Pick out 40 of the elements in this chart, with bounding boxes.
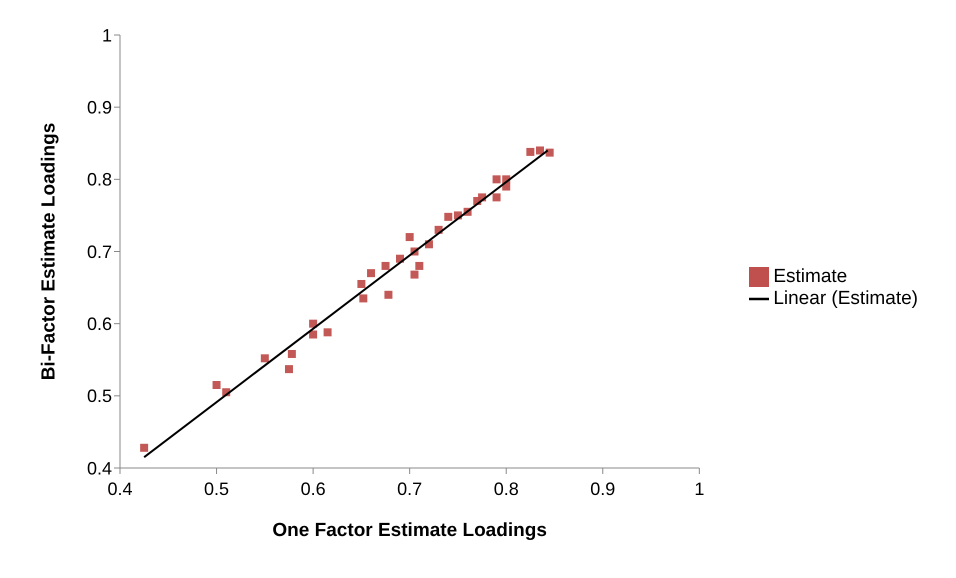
point [309,320,318,328]
x-axis-title: One Factor Estimate Loadings [272,520,547,541]
y-tick-label: 0.9 [86,98,112,118]
point [284,365,293,374]
point [288,350,296,358]
point [406,233,414,242]
point [309,330,318,338]
point [410,270,418,279]
x-tick-label: 0.7 [397,478,422,499]
point [546,148,554,157]
y-tick-label: 0.8 [86,170,112,190]
point [357,280,366,288]
point [382,262,390,270]
x-tick-label: 0.4 [107,478,133,499]
point [260,354,269,362]
x-tick-label: 0.8 [494,478,519,499]
x-tick-label: 0.9 [590,478,616,499]
legend-label: Estimate [773,266,848,287]
y-tick-label: 1 [102,25,112,46]
y-tick-label: 0.4 [86,458,112,478]
legend-label: Linear (Estimate) [773,288,918,309]
point [415,262,424,270]
point [444,212,452,221]
point [140,444,148,452]
x-tick-label: 0.5 [204,478,230,499]
y-tick-label: 0.5 [86,386,112,406]
x-tick-label: 0.6 [300,478,326,499]
point [492,193,501,202]
y-tick-label: 0.7 [86,242,112,262]
y-tick-label: 0.6 [86,314,112,334]
point [536,146,544,154]
point [492,175,501,184]
point [384,290,392,299]
point [324,328,332,336]
point [367,269,376,278]
point [359,294,368,302]
point [212,381,221,390]
y-axis-title: Bi-Factor Estimate Loadings [38,122,60,380]
x-tick-label: 1 [694,478,704,499]
point [526,148,534,156]
